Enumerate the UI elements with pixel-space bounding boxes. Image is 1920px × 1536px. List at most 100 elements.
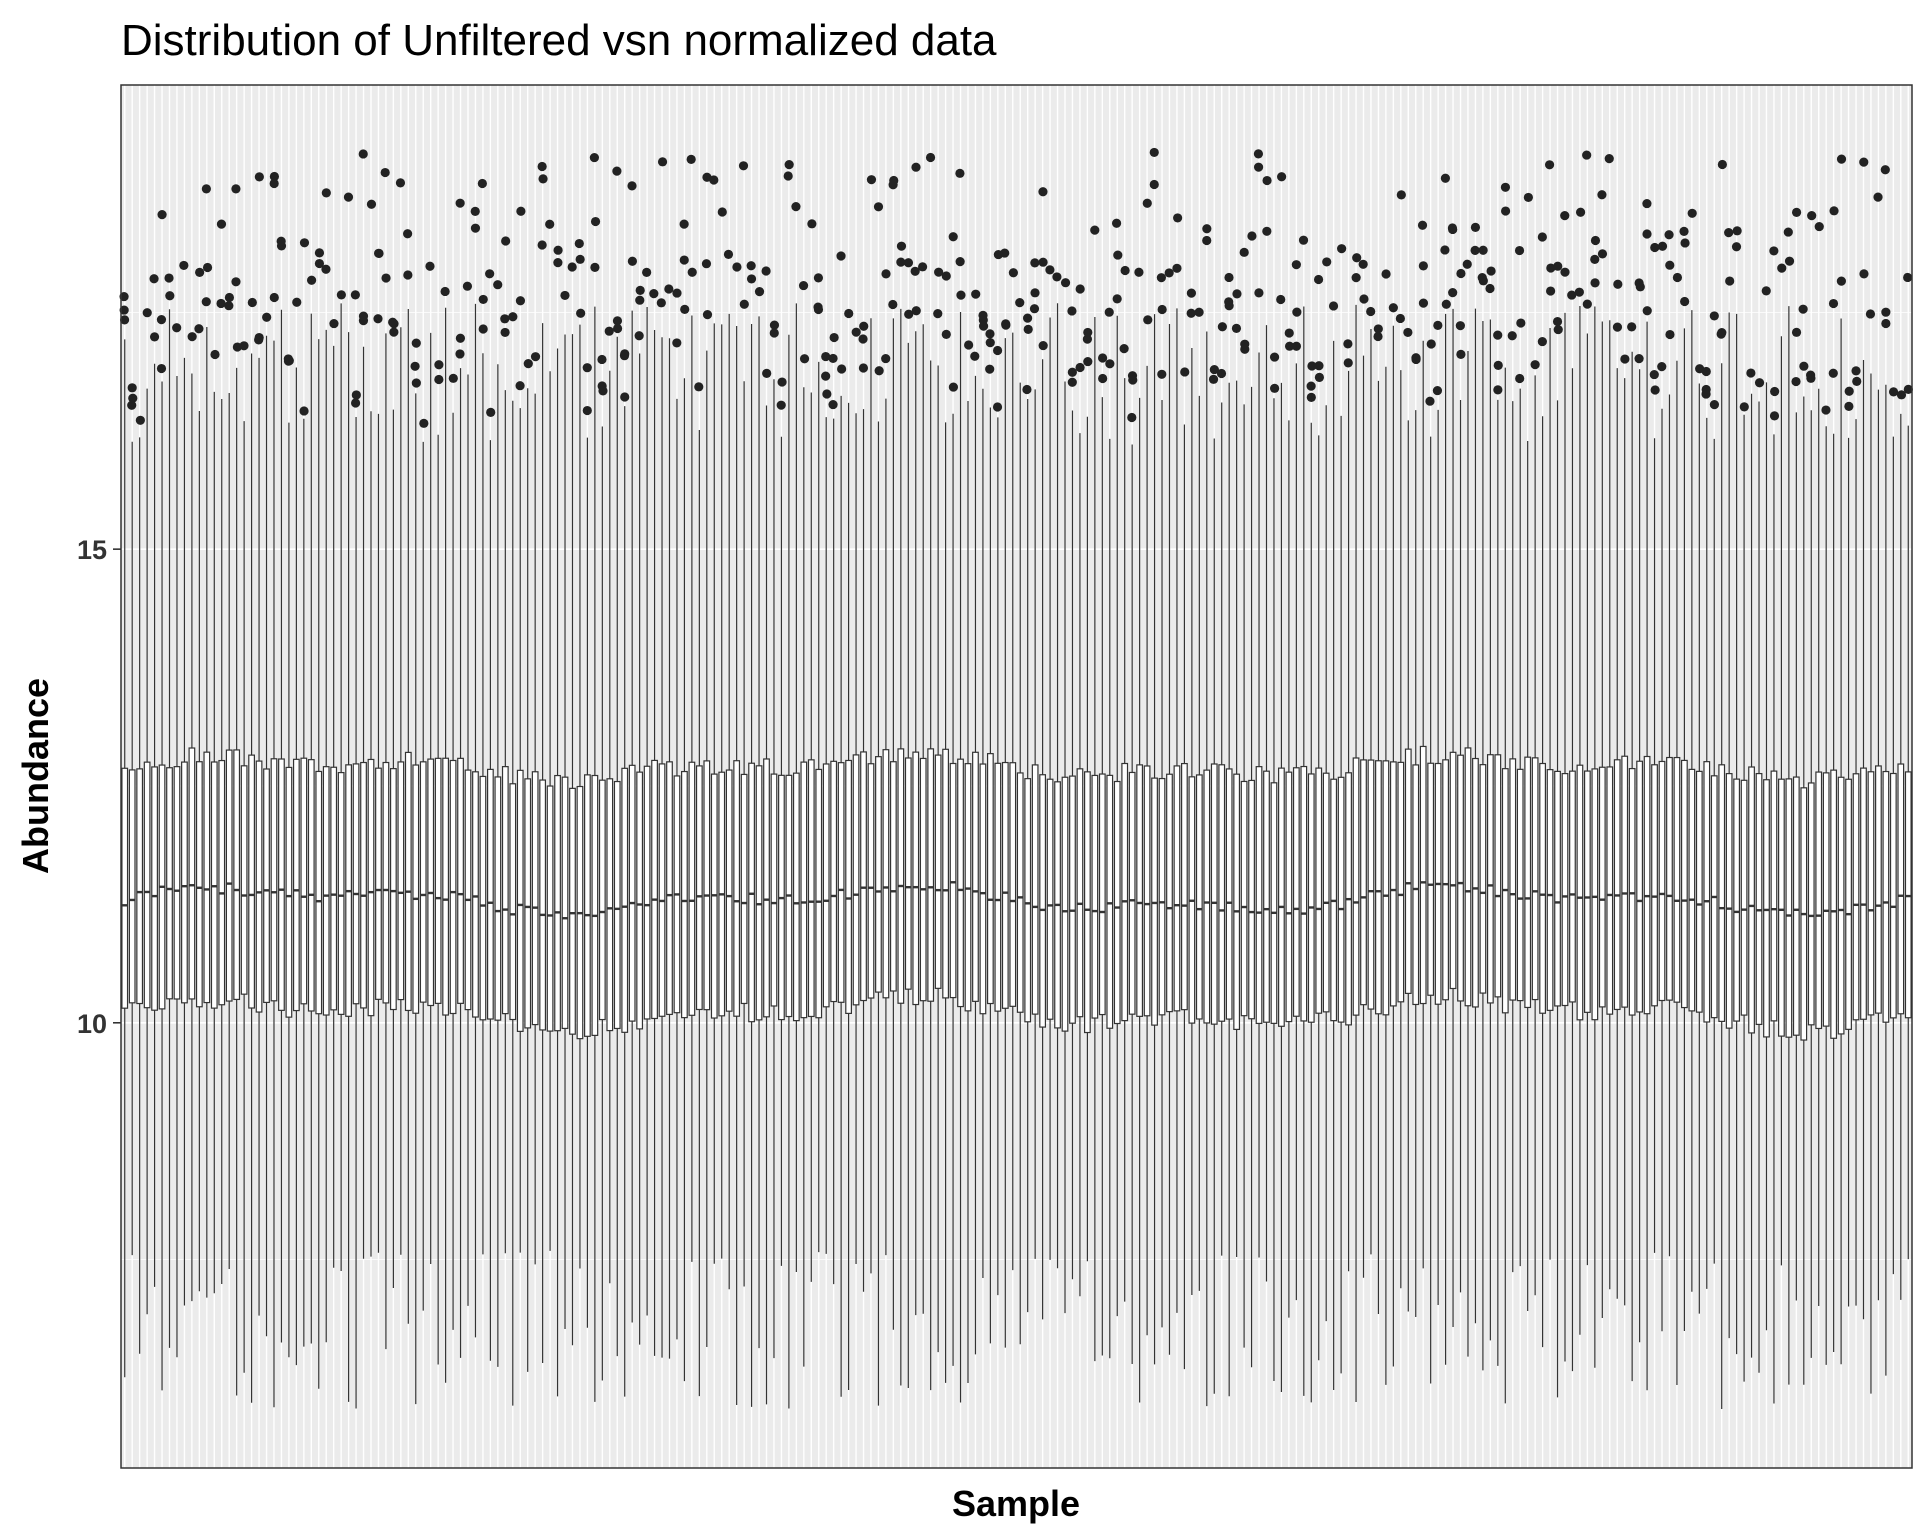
iqr-box: [561, 776, 569, 1030]
outlier-point: [403, 270, 413, 280]
sample-box: [1524, 441, 1532, 1311]
sample-box: [300, 418, 308, 1347]
iqr-box: [852, 754, 860, 1006]
outlier-point: [1612, 322, 1623, 332]
outlier-point: [657, 157, 668, 167]
outlier-point: [1090, 225, 1100, 235]
outlier-point: [1836, 154, 1847, 164]
outlier-point: [306, 275, 317, 285]
outlier-point: [1665, 260, 1675, 270]
sample-box: [1009, 332, 1017, 1271]
sample-box: [136, 437, 144, 1354]
iqr-box: [1815, 771, 1823, 1030]
outlier-point: [1873, 192, 1883, 202]
sample-box: [1039, 359, 1047, 1320]
iqr-box: [1031, 764, 1039, 1015]
outlier-point: [500, 314, 510, 324]
outlier-point: [1642, 229, 1652, 239]
iqr-box: [539, 779, 547, 1031]
iqr-box: [1203, 769, 1211, 1024]
outlier-point: [910, 266, 920, 276]
iqr-box: [1628, 767, 1636, 1016]
sample-box: [1054, 303, 1061, 1269]
iqr-box: [1621, 755, 1629, 1008]
iqr-box: [1718, 764, 1726, 1022]
iqr-box: [181, 761, 188, 1004]
outlier-point: [702, 310, 713, 320]
outlier-point: [478, 294, 488, 305]
outlier-point: [1417, 220, 1428, 230]
outlier-point: [917, 262, 928, 272]
iqr-box: [1151, 777, 1158, 1026]
outlier-point: [1366, 306, 1376, 317]
outlier-point: [1739, 402, 1749, 412]
iqr-box: [1554, 770, 1561, 1007]
outlier-point: [135, 415, 145, 425]
outlier-point: [1313, 274, 1324, 285]
iqr-box: [1613, 759, 1621, 1011]
iqr-box: [666, 761, 673, 1016]
outlier-point: [896, 257, 906, 267]
sample-box: [1016, 382, 1024, 1345]
sample-box: [1330, 340, 1338, 1390]
iqr-box: [1733, 778, 1741, 1022]
sample-box: [1263, 325, 1270, 1282]
sample-box: [479, 353, 487, 1255]
outlier-point: [1709, 311, 1719, 321]
outlier-point: [813, 273, 824, 283]
outlier-point: [1665, 329, 1675, 340]
outlier-point: [1298, 235, 1309, 245]
iqr-box: [203, 751, 211, 1004]
iqr-box: [1113, 780, 1121, 1025]
outlier-point: [1052, 272, 1062, 282]
outlier-point: [1143, 315, 1153, 325]
outlier-point: [873, 202, 884, 212]
sample-box: [1106, 438, 1114, 1359]
iqr-box: [1278, 767, 1285, 1027]
sample-box: [1733, 313, 1741, 1355]
iqr-box: [613, 780, 621, 1030]
outlier-point: [1657, 362, 1667, 372]
sample-box: [755, 316, 763, 1349]
outlier-point: [597, 354, 607, 365]
outlier-point: [1844, 386, 1854, 396]
iqr-box: [434, 757, 442, 1004]
outlier-point: [1284, 328, 1294, 338]
outlier-point: [992, 402, 1003, 412]
outlier-point: [1127, 412, 1137, 423]
sample-box: [1270, 398, 1278, 1381]
sample-box: [658, 337, 666, 1358]
outlier-point: [358, 311, 369, 321]
iqr-box: [1651, 764, 1658, 1007]
sample-box: [1121, 378, 1129, 1302]
outlier-point: [1111, 218, 1122, 228]
outlier-point: [746, 261, 756, 271]
outlier-point: [1098, 353, 1108, 363]
sample-box: [419, 441, 427, 1311]
sample-box: [875, 421, 882, 1406]
sample-box: [121, 339, 129, 1378]
outlier-point: [1881, 318, 1891, 329]
iqr-box: [643, 765, 651, 1020]
sample-box: [1748, 393, 1755, 1358]
sample-box: [1218, 402, 1226, 1256]
outlier-point: [553, 257, 563, 268]
iqr-box: [1479, 764, 1487, 994]
outlier-point: [1314, 372, 1325, 383]
iqr-box: [360, 761, 367, 1009]
outlier-point: [836, 251, 846, 261]
iqr-box: [173, 766, 181, 1000]
iqr-box: [263, 768, 270, 1004]
iqr-box: [1778, 778, 1785, 1037]
sample-box: [233, 367, 241, 1396]
sample-box: [800, 387, 808, 1367]
sample-box: [1606, 320, 1614, 1290]
sample-box: [1404, 420, 1412, 1312]
outlier-point: [1208, 374, 1219, 384]
sample-box: [785, 334, 793, 1409]
iqr-box: [1083, 771, 1091, 1034]
outlier-point: [1120, 265, 1130, 276]
sample-box: [1651, 438, 1658, 1253]
outlier-point: [761, 266, 771, 276]
sample-box: [621, 406, 629, 1397]
